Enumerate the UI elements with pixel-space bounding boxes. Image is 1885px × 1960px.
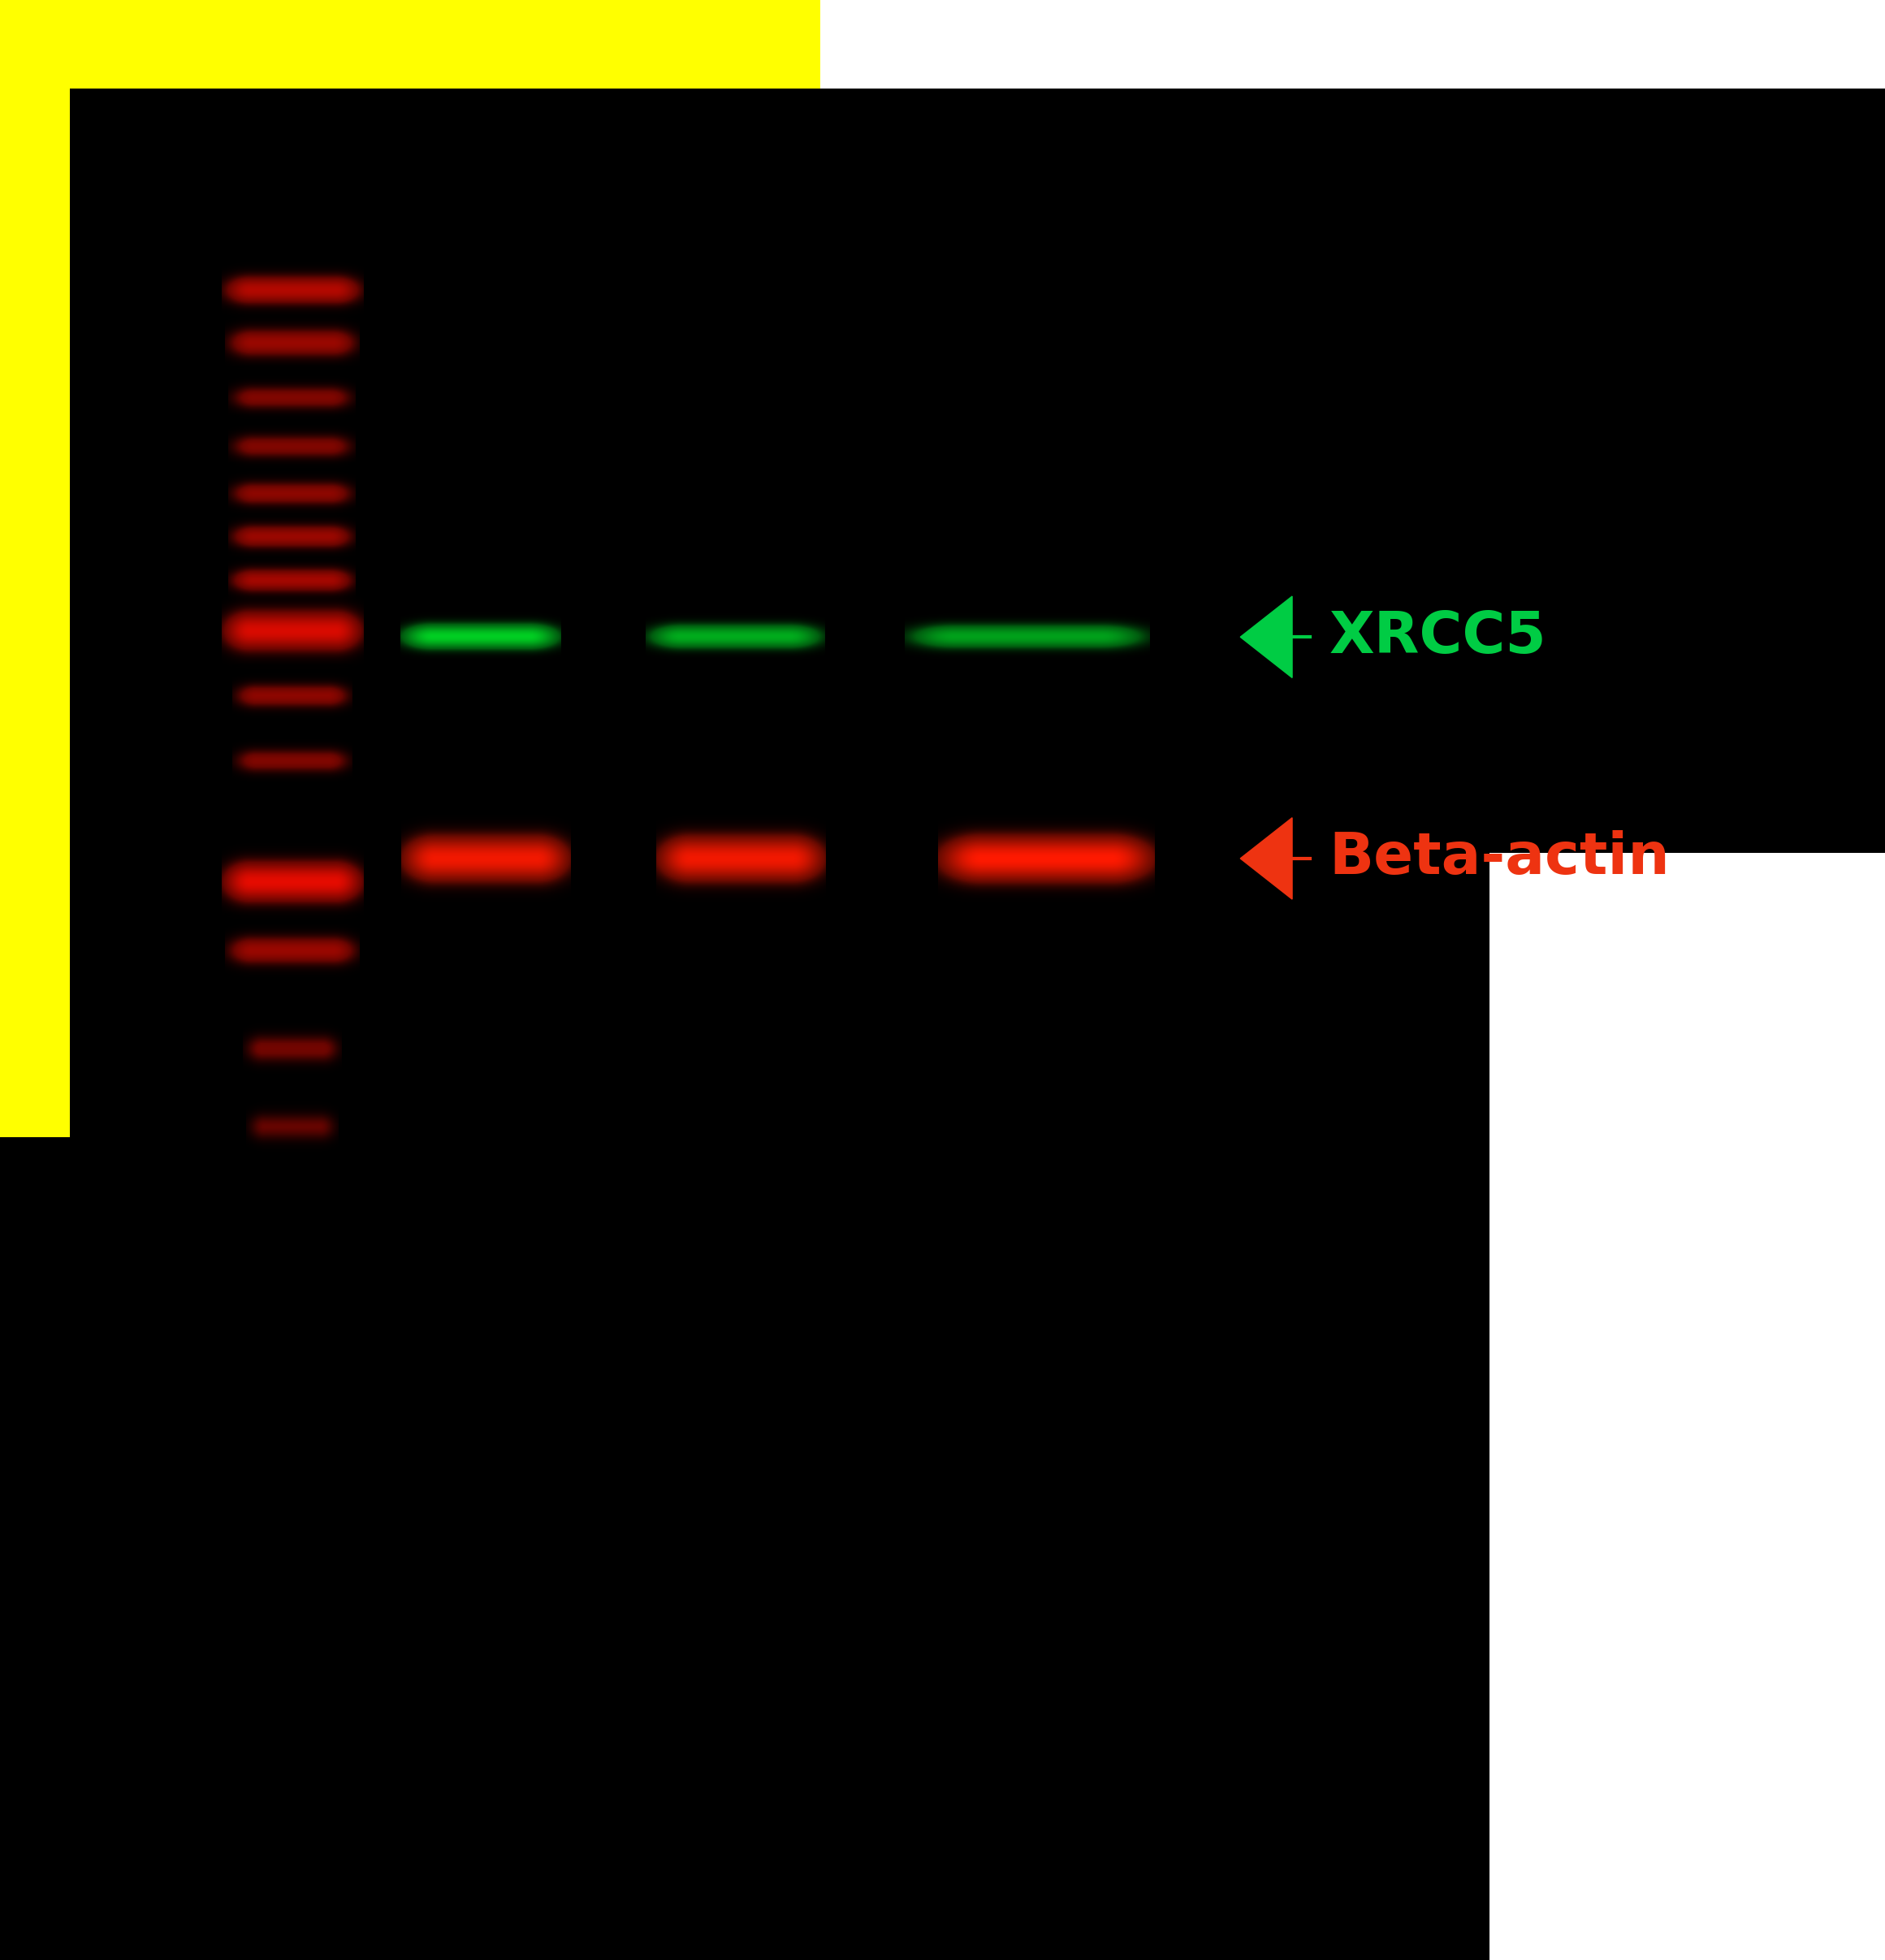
Bar	[0, 0, 820, 88]
Bar	[0, 78, 70, 1137]
Bar	[820, 0, 1885, 88]
Polygon shape	[1240, 596, 1293, 678]
Text: Beta-actin: Beta-actin	[1329, 831, 1670, 886]
Polygon shape	[1240, 817, 1293, 900]
Bar	[1489, 853, 1885, 1960]
Text: XRCC5: XRCC5	[1329, 610, 1546, 664]
